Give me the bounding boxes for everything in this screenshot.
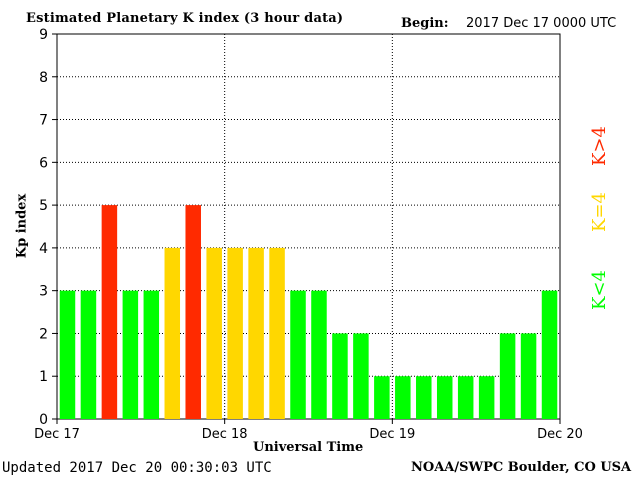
y-tick-label: 9 xyxy=(39,27,48,43)
kp-bar xyxy=(269,247,285,419)
x-axis-label: Universal Time xyxy=(253,440,364,455)
kp-bar xyxy=(185,205,201,419)
kp-bar xyxy=(332,333,348,419)
x-tick-label: Dec 17 xyxy=(34,427,80,442)
begin-label: Begin: xyxy=(401,16,449,31)
credit-text: NOAA/SWPC Boulder, CO USA xyxy=(411,460,632,475)
kp-bar xyxy=(353,333,369,419)
kp-bar xyxy=(541,290,558,419)
kp-bar xyxy=(248,247,264,419)
x-tick-label: Dec 20 xyxy=(537,427,583,442)
chart-title: Estimated Planetary K index (3 hour data… xyxy=(26,11,344,26)
y-tick-label: 2 xyxy=(39,326,48,342)
y-tick-label: 7 xyxy=(39,113,48,129)
begin-value: 2017 Dec 17 0000 UTC xyxy=(466,16,617,31)
kp-bar xyxy=(290,290,306,419)
y-tick-label: 6 xyxy=(39,155,48,171)
kp-bar xyxy=(311,290,327,419)
kp-bar xyxy=(457,376,474,419)
y-tick-label: 0 xyxy=(39,412,48,428)
y-axis-label: Kp index xyxy=(14,193,30,259)
x-tick-label: Dec 19 xyxy=(369,427,415,442)
y-tick-label: 3 xyxy=(39,284,48,300)
kp-bar xyxy=(143,290,160,419)
legend-k-above-4: K>4 xyxy=(589,126,610,166)
y-tick-label: 8 xyxy=(39,70,48,86)
y-tick-label: 4 xyxy=(39,241,48,257)
kp-bar xyxy=(206,247,222,419)
kp-bar xyxy=(416,376,432,419)
kp-bar xyxy=(395,376,411,419)
kp-bar xyxy=(227,247,243,419)
plot-frame xyxy=(56,33,561,420)
legend-k-equal-4: K=4 xyxy=(589,192,610,232)
kp-bar xyxy=(59,290,76,419)
x-tick-label: Dec 18 xyxy=(202,427,248,442)
kp-bar xyxy=(499,333,516,419)
kp-bar xyxy=(436,376,453,419)
kp-bar xyxy=(101,205,118,419)
kp-bar xyxy=(520,333,537,419)
updated-timestamp: Updated 2017 Dec 20 00:30:03 UTC xyxy=(2,460,272,476)
kp-bar xyxy=(478,376,495,419)
kp-bar xyxy=(374,376,390,419)
y-tick-label: 1 xyxy=(39,369,48,385)
kp-bar xyxy=(164,247,181,419)
legend-k-below-4: K<4 xyxy=(589,270,610,310)
kp-bar xyxy=(122,290,139,419)
kp-bar xyxy=(80,290,97,419)
y-tick-label: 5 xyxy=(39,198,48,214)
